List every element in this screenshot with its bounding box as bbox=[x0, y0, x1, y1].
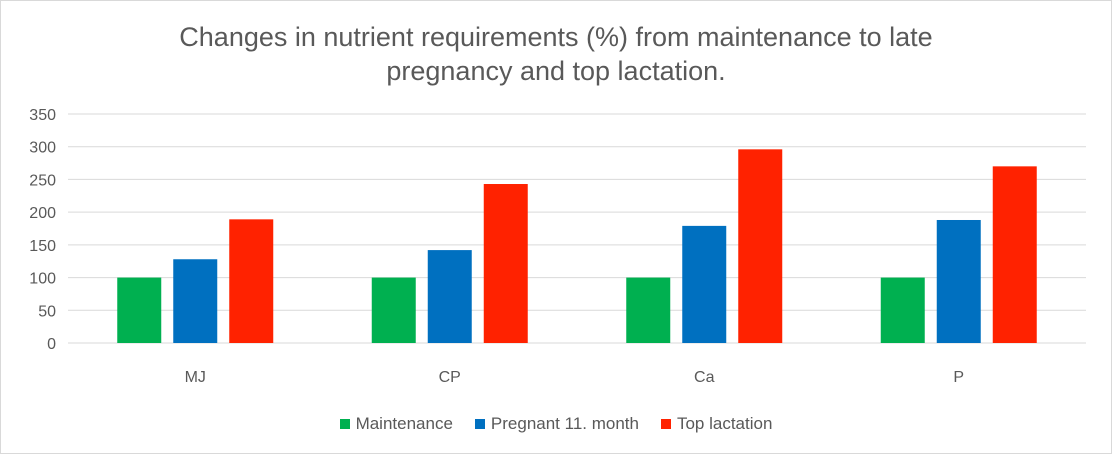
bar bbox=[483, 184, 528, 343]
bar bbox=[936, 219, 981, 343]
legend: Maintenance Pregnant 11. month Top lactati… bbox=[0, 414, 1112, 434]
x-axis: MJ CP Ca P bbox=[185, 369, 965, 386]
bar bbox=[371, 277, 416, 343]
bar bbox=[880, 277, 925, 343]
legend-swatch bbox=[660, 419, 671, 429]
x-tick-label: P bbox=[953, 369, 964, 386]
y-tick-label: 50 bbox=[38, 303, 56, 320]
legend-label: Top lactation bbox=[676, 414, 773, 433]
y-axis: 0 50 100 150 200 250 300 350 bbox=[29, 107, 56, 353]
chart-title: Changes in nutrient requirements (%) fro… bbox=[0, 20, 1112, 88]
x-tick-label: Ca bbox=[694, 369, 715, 386]
bar bbox=[229, 219, 274, 343]
bar bbox=[173, 259, 218, 343]
y-tick-label: 0 bbox=[47, 336, 56, 353]
y-tick-label: 250 bbox=[29, 172, 56, 189]
gridlines bbox=[68, 113, 1086, 344]
y-tick-label: 350 bbox=[29, 107, 56, 124]
legend-item: Top lactation bbox=[660, 414, 773, 434]
chart-title-line-1: Changes in nutrient requirements (%) fro… bbox=[179, 22, 933, 52]
legend-item: Pregnant 11. month bbox=[474, 414, 639, 434]
bar bbox=[626, 277, 671, 343]
legend-label: Pregnant 11. month bbox=[490, 414, 639, 433]
legend-swatch bbox=[474, 419, 485, 429]
legend-item: Maintenance bbox=[339, 414, 453, 434]
x-tick-label: MJ bbox=[185, 369, 206, 386]
chart-title-line-2: pregnancy and top lactation. bbox=[386, 56, 726, 86]
bars bbox=[117, 149, 1037, 343]
y-tick-label: 200 bbox=[29, 205, 56, 222]
bar bbox=[682, 225, 727, 343]
y-tick-label: 300 bbox=[29, 140, 56, 157]
y-tick-label: 100 bbox=[29, 271, 56, 288]
legend-swatch bbox=[339, 419, 350, 429]
y-tick-label: 150 bbox=[29, 238, 56, 255]
bar bbox=[427, 250, 472, 343]
bar bbox=[992, 166, 1037, 343]
bar bbox=[738, 149, 783, 343]
x-tick-label: CP bbox=[439, 369, 461, 386]
bar bbox=[117, 277, 162, 343]
legend-label: Maintenance bbox=[355, 414, 453, 433]
